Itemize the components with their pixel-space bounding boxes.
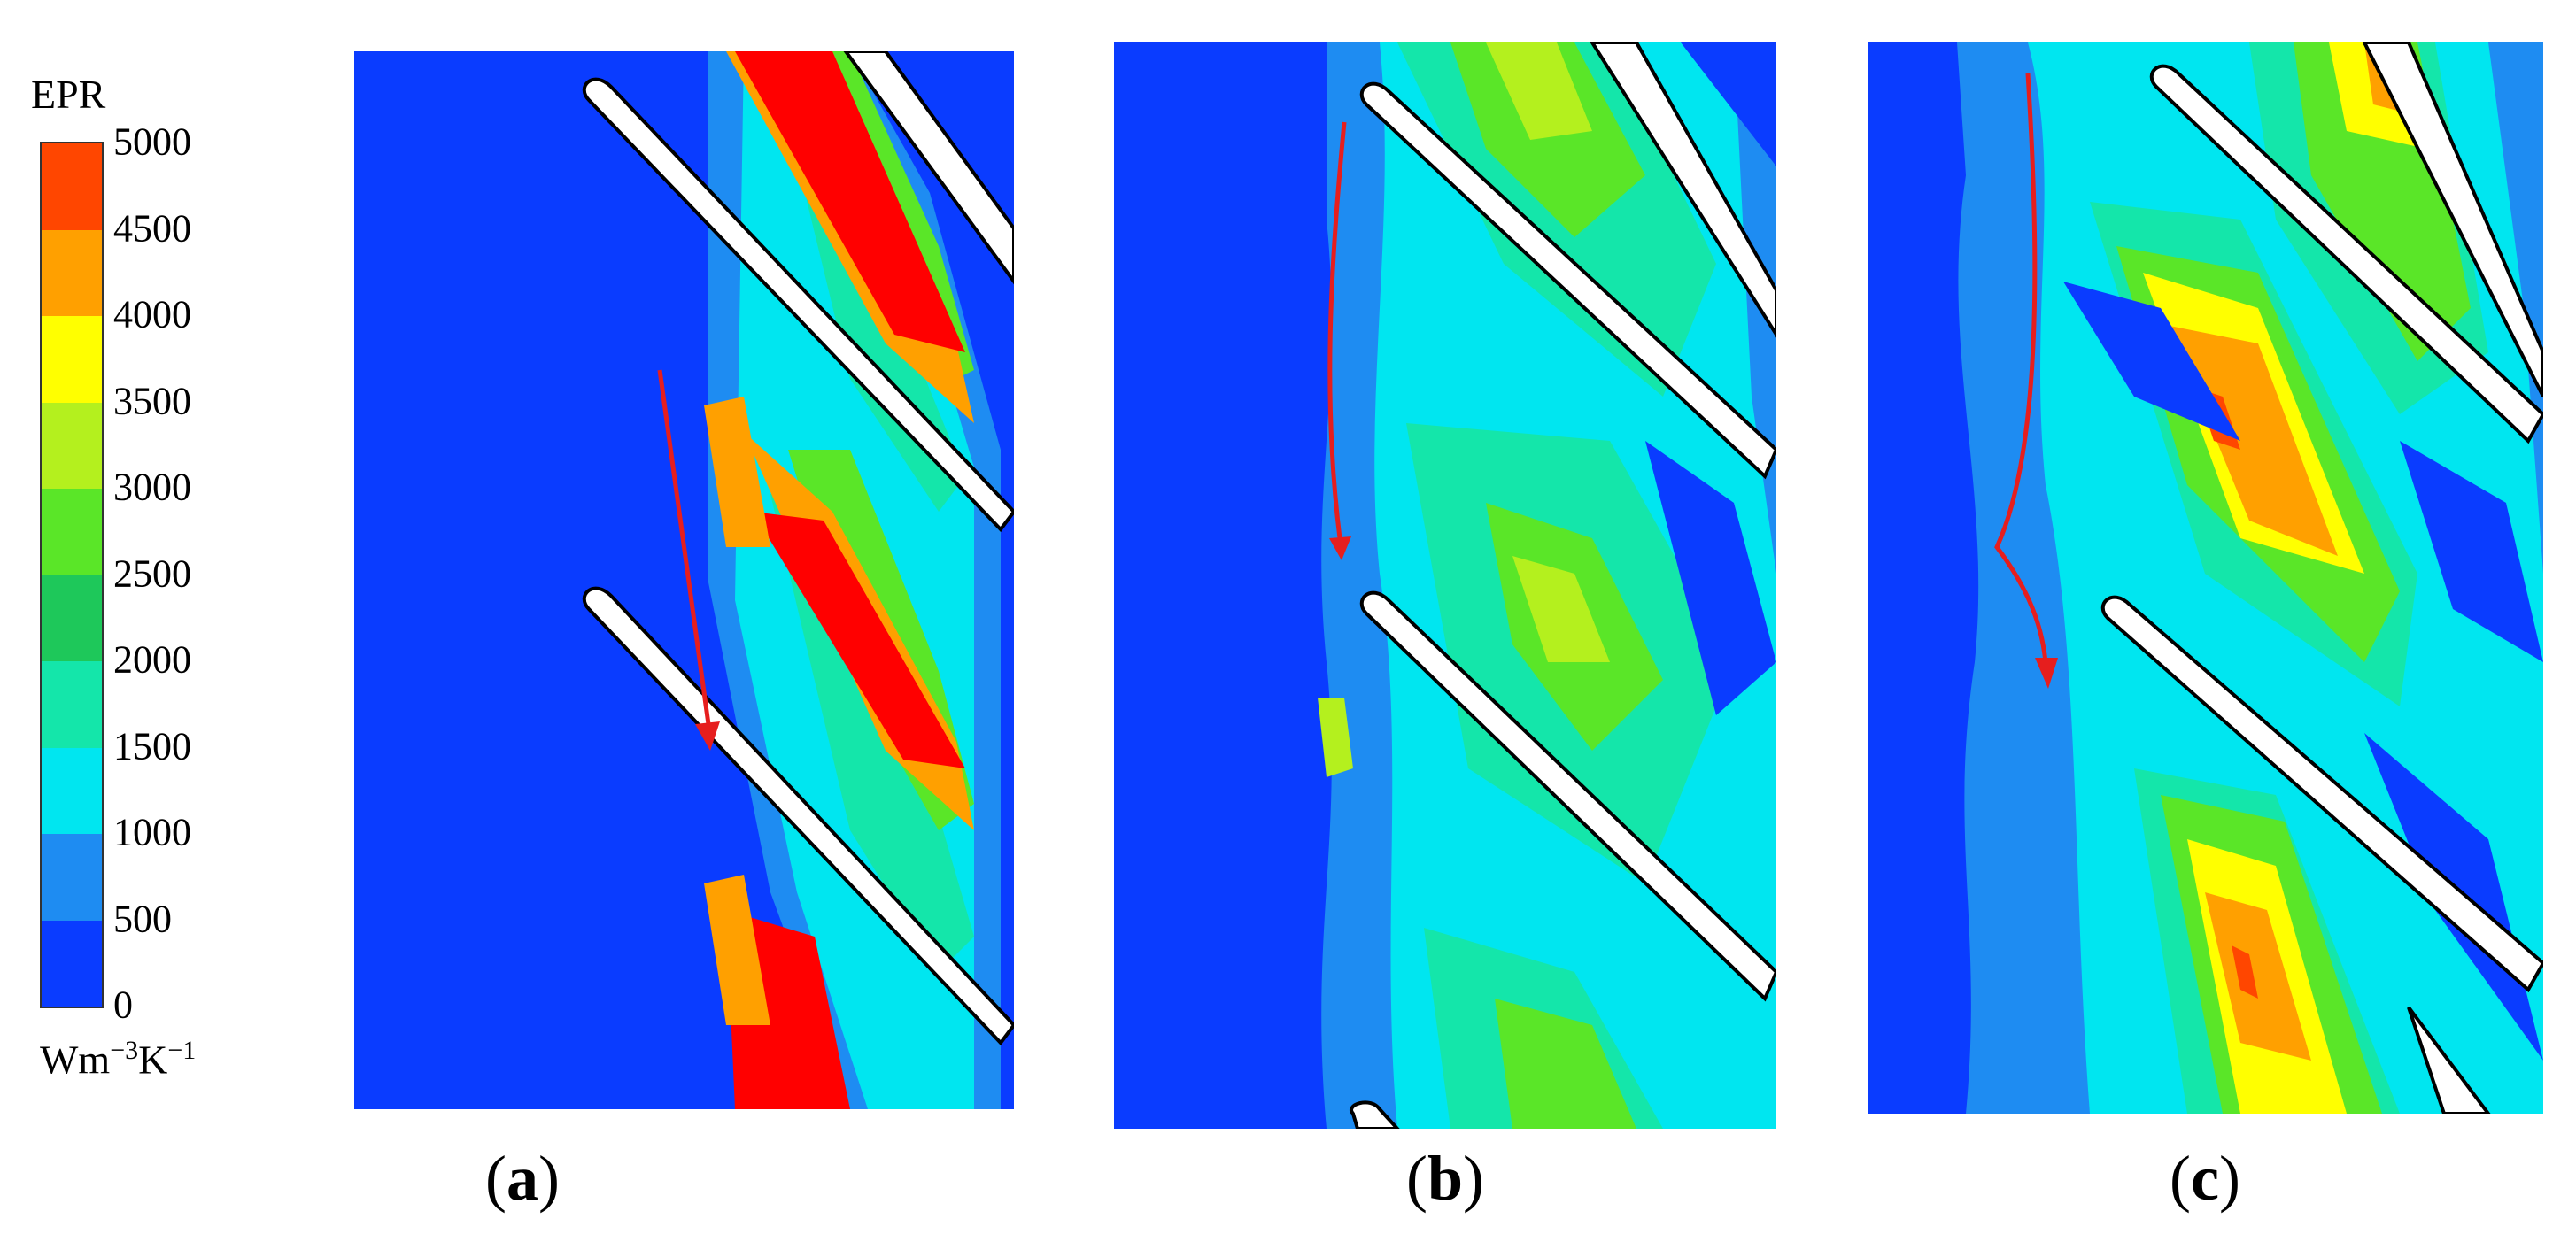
- colorbar-swatch: [42, 834, 102, 921]
- colorbar-swatch: [42, 489, 102, 575]
- panel-label-a: (a): [485, 1143, 560, 1214]
- colorbar-swatch: [42, 143, 102, 230]
- colorbar-tick-label: 1500: [113, 724, 191, 768]
- colorbar-swatches: [40, 142, 104, 1008]
- colorbar-title: EPR: [31, 72, 106, 117]
- colorbar-swatch: [42, 575, 102, 661]
- colorbar-tick-label: 2000: [113, 637, 191, 682]
- colorbar-unit: Wm−3K−1: [40, 1036, 197, 1083]
- colorbar-tick-label: 0: [113, 983, 133, 1027]
- colorbar-tick-label: 3500: [113, 379, 191, 422]
- colorbar-swatch: [42, 316, 102, 403]
- colorbar-tick-label: 500: [113, 897, 172, 940]
- colorbar-swatch: [42, 229, 102, 316]
- colorbar-tick-label: 4500: [113, 206, 191, 250]
- colorbar-tick-label: 2500: [113, 552, 191, 595]
- contour-panel-a: [354, 51, 1014, 1109]
- contour-panel-c: [1868, 42, 2543, 1114]
- colorbar-tick-label: 4000: [113, 292, 191, 336]
- colorbar-swatch: [42, 747, 102, 834]
- panel-label-b: (b): [1405, 1143, 1485, 1214]
- colorbar-swatch: [42, 402, 102, 489]
- colorbar-tick-label: 3000: [113, 465, 191, 509]
- colorbar-tick-label: 1000: [113, 810, 191, 854]
- colorbar-legend: EPR 0 500 1000 1500 2000 2500 3000 3500 4000 4500…: [0, 0, 292, 1115]
- colorbar-swatch: [42, 661, 102, 748]
- colorbar-tick-label: 5000: [113, 120, 191, 164]
- contour-panel-b: [1114, 42, 1776, 1129]
- panel-label-c: (c): [2170, 1143, 2240, 1214]
- colorbar-swatch: [42, 920, 102, 1007]
